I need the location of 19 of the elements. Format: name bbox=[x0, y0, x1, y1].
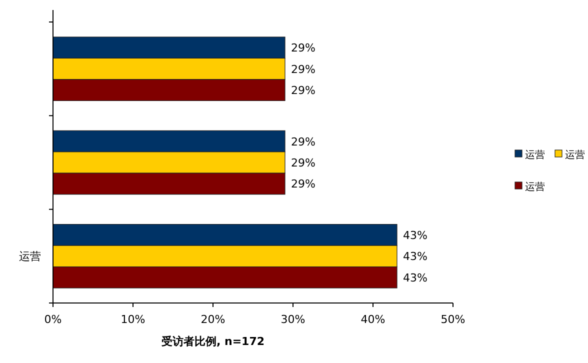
data-label: 43% bbox=[403, 228, 428, 242]
legend-label: 运营 bbox=[565, 149, 585, 161]
x-tick-label: 50% bbox=[440, 313, 466, 326]
x-tick-label: 40% bbox=[360, 313, 386, 326]
legend-label: 运营 bbox=[525, 181, 545, 193]
data-label: 43% bbox=[403, 271, 428, 284]
x-tick-label: 30% bbox=[280, 313, 306, 326]
data-label: 29% bbox=[291, 156, 316, 170]
data-label: 29% bbox=[291, 84, 316, 98]
legend-label: 运营 bbox=[525, 149, 545, 161]
data-label: 29% bbox=[291, 62, 316, 76]
data-label: 29% bbox=[291, 42, 316, 55]
data-label: 29% bbox=[291, 178, 316, 191]
x-axis-title: 受访者比例, n=172 bbox=[160, 335, 265, 348]
data-label: 43% bbox=[403, 250, 428, 264]
data-label: 29% bbox=[291, 135, 316, 148]
x-tick-label: 10% bbox=[120, 313, 146, 326]
x-tick-label: 0% bbox=[44, 313, 62, 326]
x-tick-label: 20% bbox=[200, 313, 226, 326]
